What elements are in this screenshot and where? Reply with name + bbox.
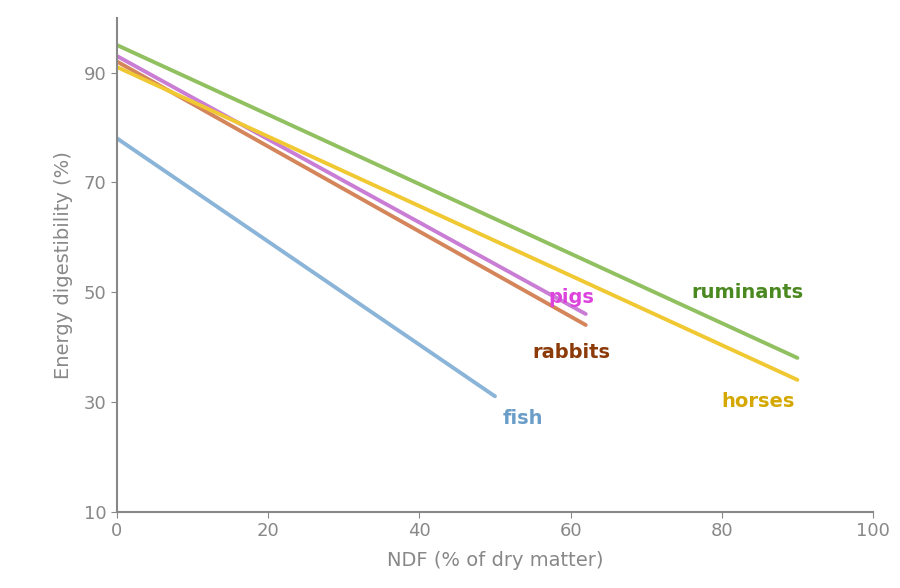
Text: ruminants: ruminants: [691, 283, 804, 302]
Text: horses: horses: [722, 392, 796, 411]
Text: fish: fish: [502, 409, 543, 427]
Text: pigs: pigs: [548, 288, 594, 307]
Text: rabbits: rabbits: [533, 343, 611, 362]
X-axis label: NDF (% of dry matter): NDF (% of dry matter): [387, 551, 603, 570]
Y-axis label: Energy digestibility (%): Energy digestibility (%): [54, 151, 73, 379]
